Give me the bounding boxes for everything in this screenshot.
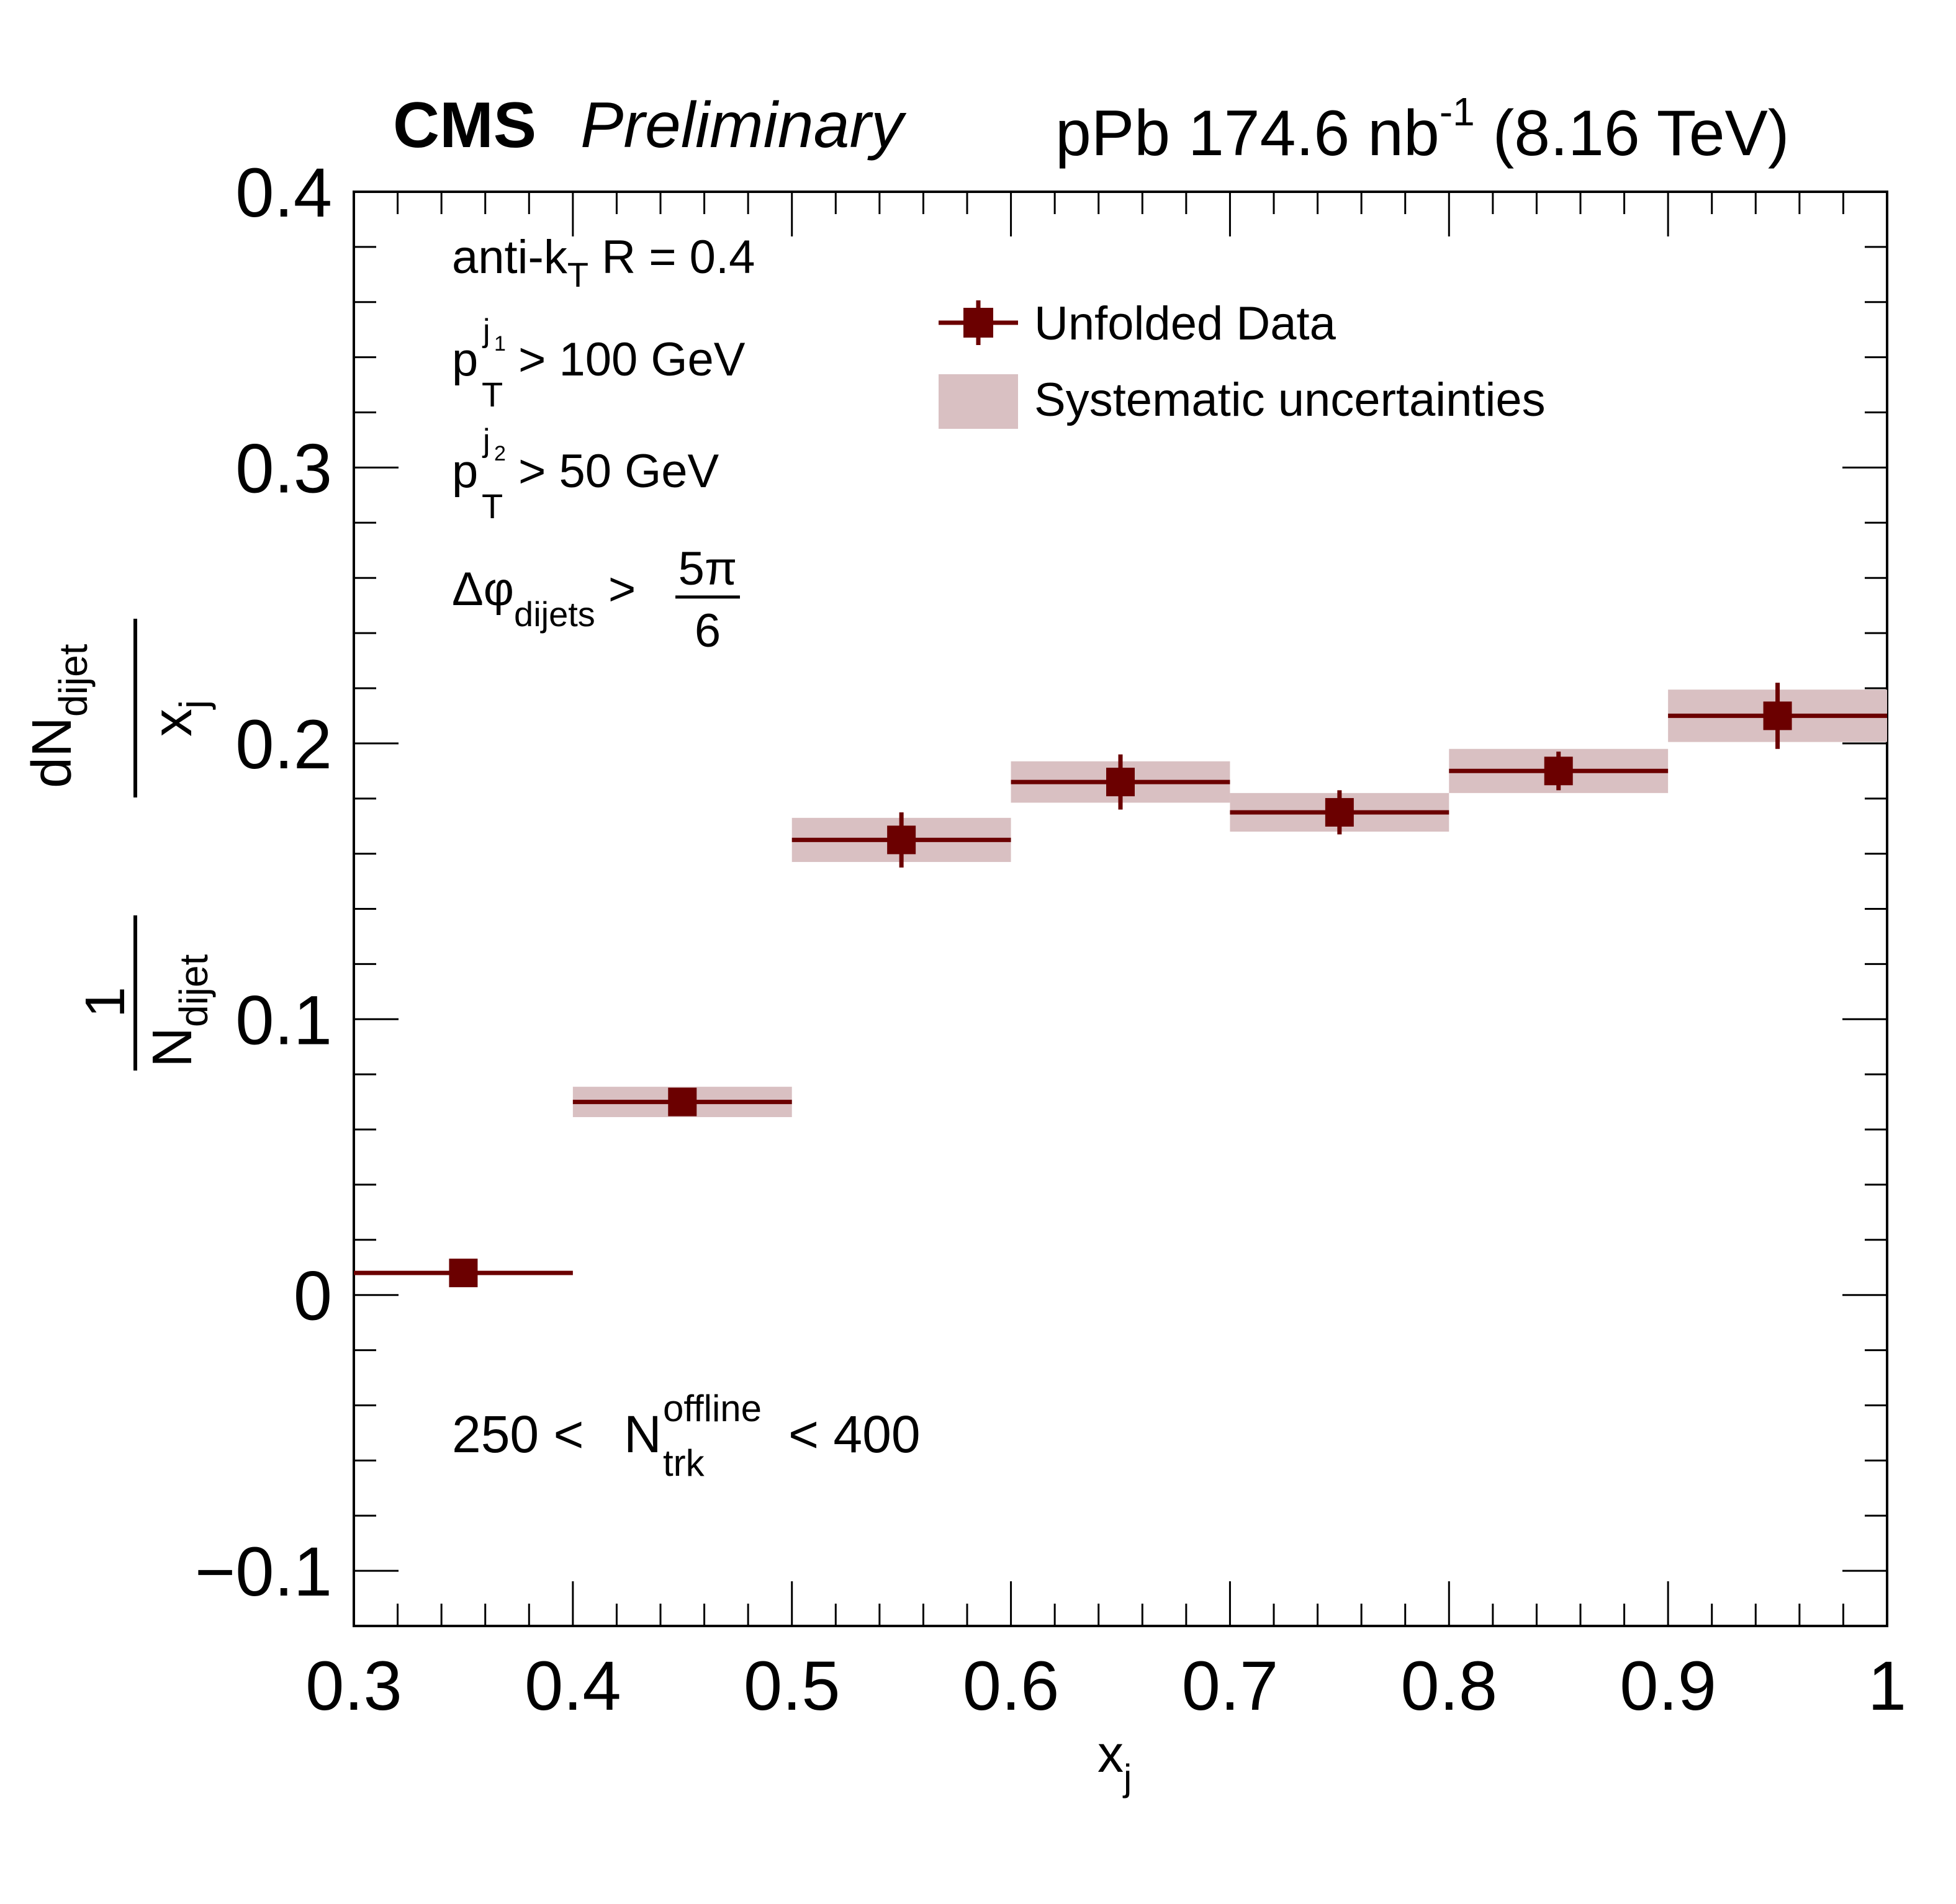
x-tick-label: 0.4 [525,1647,621,1725]
data-point [887,825,916,855]
data-point [1106,768,1135,797]
dphi-operator: > [608,563,636,616]
y-title-x: x [142,709,204,737]
data-point [668,1087,697,1116]
data-point [449,1259,478,1288]
data-point [1325,797,1354,827]
jet-algo-text: anti-k [452,231,568,284]
legend-data-label: Unfolded Data [1034,297,1336,350]
svg-text:Ndijet: Ndijet [142,954,216,1067]
x-tick-label: 0.8 [1400,1647,1497,1725]
energy-label: (8.16 TeV) [1493,97,1790,169]
dphi-subscript: dijets [514,595,595,634]
lumi-system: pPb [1055,97,1170,169]
legend: Unfolded Data Systematic uncertainties [939,297,1546,429]
sublead-pt-sup-index: 2 [494,442,506,465]
sublead-pt-sub: T [482,487,503,526]
sublead-pt-sup: j [482,423,490,459]
y-title-x-sub: j [171,700,216,710]
systematic-boxes [572,689,1887,1118]
axis-ticks [353,191,1888,1627]
x-tick-labels: 0.3 0.4 0.5 0.6 0.7 0.8 0.9 1 [305,1647,1906,1725]
y-tick-label: 0.1 [235,981,332,1059]
dphi-numerator: 5π [678,542,737,595]
x-tick-label: 0.9 [1620,1647,1716,1725]
lead-pt-cut: > 100 GeV [518,333,746,386]
lead-pt-sub: T [482,375,503,414]
sublead-pt-cut: > 50 GeV [518,445,719,498]
dphi-denominator: 6 [695,604,721,657]
y-tick-label: −0.1 [195,1533,332,1610]
lumi-exponent: -1 [1440,89,1475,134]
subleading-pt-annotation: p j 2 T > 50 GeV [452,409,719,529]
lumi-label: pPb 174.6 nb-1 (8.16 TeV) [1055,68,1790,169]
experiment-label: CMS [393,89,536,161]
leading-pt-annotation: p j 1 T > 100 GeV [452,299,746,417]
x-axis-var: x [1097,1725,1124,1783]
y-title-dn: dN [21,717,83,788]
jet-algo-subscript: T [567,255,588,294]
y-tick-label: 0 [294,1257,332,1335]
dphi-symbol: Δφ [452,563,514,616]
svg-text:Δφdijets >: Δφdijets > [452,563,636,637]
y-title-one: 1 [74,987,137,1018]
y-title-n: N [142,1027,204,1067]
mult-sup: offline [663,1388,762,1429]
legend-syst-swatch [939,374,1018,429]
x-tick-label: 0.7 [1182,1647,1279,1725]
x-axis-sub: j [1122,1757,1132,1798]
x-axis-title: xj [1097,1725,1132,1798]
lumi-unit: nb [1368,97,1440,169]
dphi-annotation: Δφdijets > 5π 6 [452,542,740,657]
x-tick-label: 0.6 [963,1647,1060,1725]
x-tick-label: 0.3 [305,1647,402,1725]
y-title-n-sub: dijet [171,954,216,1027]
y-tick-labels: −0.1 0 0.1 0.2 0.3 0.4 [195,154,332,1610]
legend-data-marker [939,300,1018,345]
data-point [1544,757,1573,786]
jet-radius-text: R = 0.4 [602,231,755,284]
x-tick-label: 0.5 [744,1647,841,1725]
jet-algo-annotation: anti-kT R = 0.4 [452,231,755,297]
data-point [1763,701,1792,730]
lumi-value: 174.6 [1188,97,1350,169]
y-tick-label: 0.3 [235,429,332,507]
sublead-pt-symbol: p [452,445,478,498]
svg-text:xj: xj [142,700,216,737]
mult-sub: trk [663,1442,705,1484]
svg-text:dNdijet: dNdijet [21,644,96,788]
status-label: Preliminary [580,89,907,161]
mult-n: N [624,1405,662,1463]
lead-pt-symbol: p [452,333,478,386]
multiplicity-annotation: 250 < N offline trk < 400 [452,1374,921,1487]
data-points [354,683,1887,1288]
mult-low: 250 < [452,1405,584,1463]
mult-high: < 400 [788,1405,921,1463]
lead-pt-sup-index: 1 [494,332,506,356]
lead-pt-sup: j [482,313,490,349]
y-tick-label: 0.2 [235,706,332,783]
y-tick-label: 0.4 [235,154,332,231]
y-title-dn-sub: dijet [51,644,96,717]
legend-syst-label: Systematic uncertainties [1034,374,1546,426]
x-tick-label: 1 [1868,1647,1906,1725]
y-axis-title: 1 Ndijet dNdijet xj [21,619,216,1071]
